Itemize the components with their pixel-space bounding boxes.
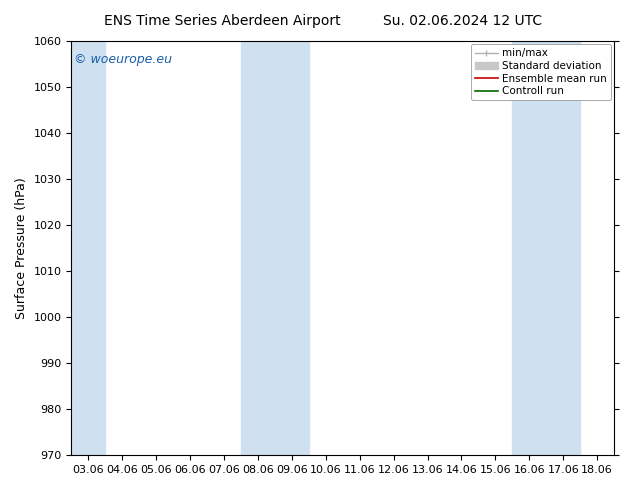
Y-axis label: Surface Pressure (hPa): Surface Pressure (hPa) (15, 177, 28, 319)
Text: ENS Time Series Aberdeen Airport: ENS Time Series Aberdeen Airport (103, 14, 340, 28)
Legend: min/max, Standard deviation, Ensemble mean run, Controll run: min/max, Standard deviation, Ensemble me… (471, 44, 611, 100)
Bar (241, 41, 309, 455)
Bar (512, 41, 580, 455)
Text: Su. 02.06.2024 12 UTC: Su. 02.06.2024 12 UTC (384, 14, 542, 28)
Bar (72, 41, 105, 455)
Text: © woeurope.eu: © woeurope.eu (74, 53, 172, 67)
